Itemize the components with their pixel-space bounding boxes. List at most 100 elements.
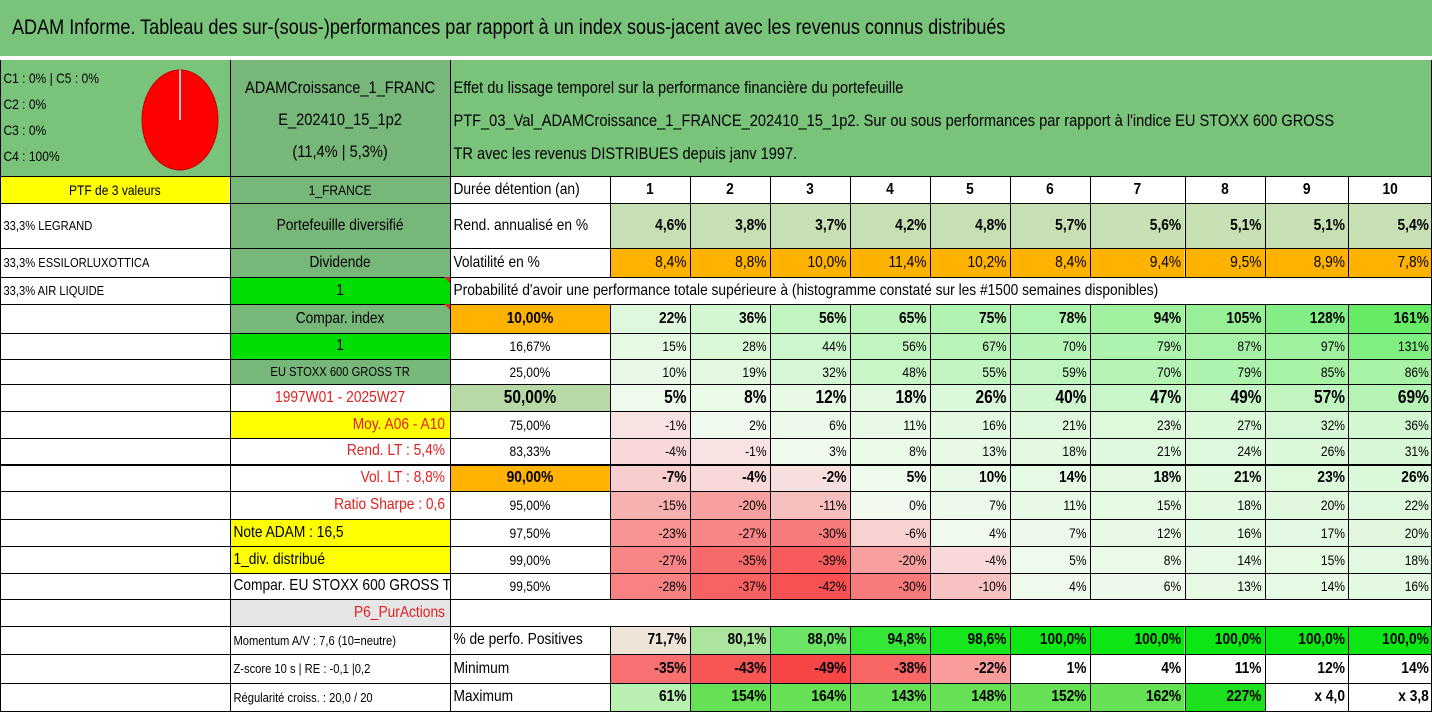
year-header: 3 — [806, 180, 814, 198]
mid-column-cell: Z-score 10 s | RE : -0,1 |0,2 — [233, 661, 371, 676]
quantile-value: 17% — [1265, 519, 1349, 546]
quantile-value: 15% — [610, 333, 690, 359]
quantile-value: -39% — [770, 546, 850, 573]
grid-line — [850, 626, 851, 711]
year-header: 7 — [1133, 180, 1142, 198]
positives-label: % de perfo. Positives — [453, 631, 583, 648]
quantile-value: 18% — [850, 384, 930, 411]
grid-line — [1010, 304, 1011, 599]
positives-value: 88,0% — [770, 626, 850, 654]
year-header: 8 — [1221, 180, 1229, 198]
quantile-value: 5% — [850, 464, 930, 491]
quantile-value: 7% — [1010, 519, 1090, 546]
grid-line — [1348, 626, 1349, 711]
quantile-value: 40% — [1010, 384, 1090, 411]
quantile-value: 0% — [850, 491, 930, 519]
grid-line — [610, 304, 611, 599]
quantile-label: 10,00% — [450, 304, 610, 333]
grid-line — [0, 60, 1, 711]
quantile-value: 36% — [1348, 411, 1432, 438]
grid-line — [610, 626, 611, 711]
quantile-value: 8% — [690, 384, 770, 411]
quantile-value: 18% — [1090, 464, 1185, 491]
quantile-value: 23% — [1090, 411, 1185, 438]
quantile-value: 87% — [1185, 333, 1265, 359]
quantile-value: -35% — [690, 546, 770, 573]
maximum-value: x 3,8 — [1348, 683, 1432, 711]
quantile-value: -4% — [690, 464, 770, 491]
positives-value: 80,1% — [690, 626, 770, 654]
quantile-value: -27% — [690, 519, 770, 546]
rend-label: Rend. annualisé en % — [453, 216, 589, 234]
quantile-label: 97,50% — [509, 524, 551, 541]
quantile-value: 65% — [850, 304, 930, 333]
grid-line — [0, 304, 1432, 305]
quantile-label: 75,00% — [509, 416, 551, 433]
quantile-value: 128% — [1265, 304, 1349, 333]
grid-line — [0, 176, 1432, 177]
holding-row: 33,3% ESSILORLUXOTTICA — [3, 255, 150, 270]
grid-line — [0, 384, 1432, 385]
rend-value: 4,6% — [610, 203, 690, 248]
quantile-value: 12% — [1090, 519, 1185, 546]
quantile-value: 10% — [930, 464, 1010, 491]
grid-line — [1090, 304, 1091, 599]
quantile-value: -4% — [930, 546, 1010, 573]
quantile-value: -20% — [850, 546, 930, 573]
maximum-label: Maximum — [453, 688, 514, 705]
minimum-value: 14% — [1348, 654, 1432, 683]
mid-column-cell: Vol. LT : 8,8% — [360, 468, 445, 486]
quantile-label: 16,67% — [509, 338, 551, 354]
portfolio-count: PTF de 3 valeurs — [0, 176, 230, 203]
mid-column-cell: Ratio Sharpe : 0,6 — [334, 496, 445, 513]
grid-line — [1348, 304, 1349, 599]
quantile-value: -28% — [610, 573, 690, 599]
quantile-value: 6% — [770, 411, 850, 438]
quantile-value: 22% — [610, 304, 690, 333]
minimum-value: -35% — [610, 654, 690, 683]
maximum-value: 154% — [690, 683, 770, 711]
vol-value: 8,8% — [690, 248, 770, 277]
grid-line — [1090, 176, 1091, 277]
positives-value: 100,0% — [1265, 626, 1349, 654]
holding-row: 33,3% LEGRAND — [3, 218, 93, 233]
allocation-pie-chart — [141, 69, 219, 171]
quantile-value: 11% — [850, 411, 930, 438]
quantile-value: 21% — [1090, 438, 1185, 464]
grid-line — [690, 304, 691, 599]
vol-value: 10,0% — [770, 248, 850, 277]
grid-line — [850, 176, 851, 277]
comment-marker — [444, 277, 450, 283]
grid-line — [930, 176, 931, 277]
quantile-value: 161% — [1348, 304, 1432, 333]
year-header: 5 — [966, 180, 974, 198]
grid-line — [1185, 176, 1186, 277]
quantile-value: -4% — [610, 438, 690, 464]
vol-value: 8,4% — [610, 248, 690, 277]
quantile-value: 69% — [1348, 384, 1432, 411]
quantile-value: 5% — [610, 384, 690, 411]
grid-line — [1010, 176, 1011, 277]
quantile-value: 94% — [1090, 304, 1185, 333]
quantile-value: 4% — [930, 519, 1010, 546]
quantile-value: 20% — [1348, 519, 1432, 546]
quantile-value: 70% — [1010, 333, 1090, 359]
quantile-value: 13% — [930, 438, 1010, 464]
minimum-value: 12% — [1265, 654, 1349, 683]
quantile-value: 8% — [850, 438, 930, 464]
quantile-value: 79% — [1090, 333, 1185, 359]
description-line: Effet du lissage temporel sur la perform… — [453, 78, 904, 97]
quantile-value: 13% — [1185, 573, 1265, 599]
quantile-value: 97% — [1265, 333, 1349, 359]
quantile-value: 28% — [690, 333, 770, 359]
quantile-value: 57% — [1265, 384, 1349, 411]
positives-value: 100,0% — [1185, 626, 1265, 654]
vol-value: 8,9% — [1265, 248, 1349, 277]
grid-line — [610, 176, 611, 277]
quantile-value: 49% — [1185, 384, 1265, 411]
year-header: 2 — [726, 180, 734, 198]
grid-line — [770, 626, 771, 711]
quantile-value: 36% — [690, 304, 770, 333]
mid-column-cell: Dividende — [230, 248, 451, 277]
grid-line — [1185, 626, 1186, 711]
